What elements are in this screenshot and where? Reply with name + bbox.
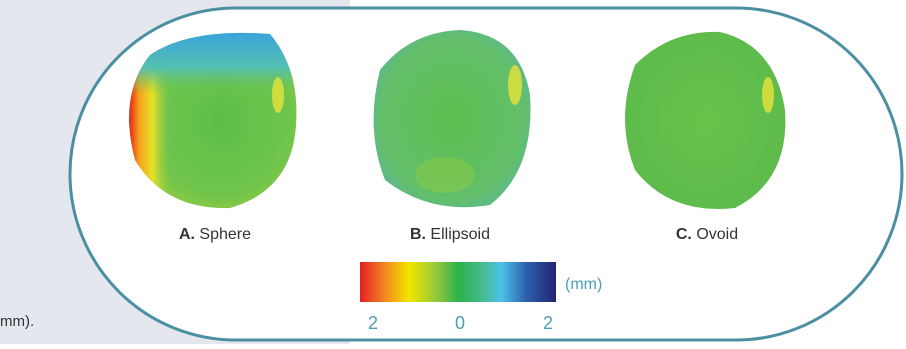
panel-label: C. Ovoid (676, 226, 738, 243)
sphere-map (129, 33, 296, 208)
panel-name: Ovoid (696, 226, 738, 243)
panel-letter: C. (676, 226, 692, 243)
figure: mm). A. Sphere B. Ellipsoid C. Ovoid (mm… (0, 0, 906, 344)
colorbar-unit: (mm) (565, 276, 602, 293)
ovoid-map (625, 32, 785, 209)
panel-name: Sphere (199, 226, 251, 243)
colorbar-tick: 2 (368, 313, 378, 333)
panel-label: B. Ellipsoid (410, 226, 490, 243)
panel-letter: B. (410, 226, 426, 243)
colorbar-tick: 2 (543, 313, 553, 333)
colorbar (360, 262, 556, 302)
panel-letter: A. (179, 226, 195, 243)
ellipsoid-map (374, 30, 531, 207)
colorbar-tick: 0 (455, 313, 465, 333)
panel-name: Ellipsoid (430, 226, 490, 243)
side-text: mm). (0, 313, 34, 330)
panel-label: A. Sphere (179, 226, 251, 243)
